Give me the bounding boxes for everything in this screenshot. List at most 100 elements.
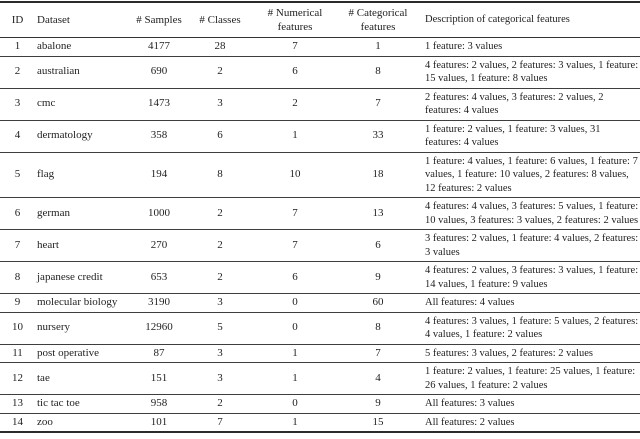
table-row: 10 nursery 12960 5 0 8 4 features: 3 val… [0,312,640,344]
cell-samples-count: 690 [150,65,168,78]
cell-classes-count: 2 [217,270,223,283]
cell-numerical-count: 0 [292,296,298,308]
cell-numerical-count: 0 [292,397,298,409]
table-row: 8 japanese credit 653 2 6 9 4 features: … [0,261,640,294]
cell-classes-count: 7 [217,415,223,428]
col-header-numerical-features: # Numerical features [252,2,338,38]
table-row: 3 cmc 1473 3 2 7 2 features: 4 values, 3… [0,88,640,120]
cell-id: 5 [14,168,21,180]
table-row: 9 molecular biology 3190 3 0 60 All feat… [0,293,640,313]
cell-categorical-count: 9 [375,397,381,409]
cell-dataset-name: nursery [37,321,70,334]
cell-samples-count: 4177 [148,40,170,52]
table-body: 1 abalone 4177 28 7 1 1 feature: 3 value… [0,37,640,433]
cell-samples-count: 151 [150,371,168,384]
cell-categorical-count: 4 [375,371,381,384]
cell-categorical-count: 8 [375,65,381,78]
table-row: 4 dermatology 358 6 1 33 1 feature: 2 va… [0,120,640,152]
cell-samples-count: 1473 [148,97,170,110]
cell-description: 1 feature: 2 values, 1 feature: 3 values… [425,123,601,149]
cell-dataset-name: cmc [37,97,56,110]
cell-description: All features: 3 values [425,398,515,409]
cell-numerical-count: 1 [292,346,298,359]
cell-categorical-count: 13 [372,206,384,219]
cell-dataset-name: heart [37,238,59,251]
cell-description: 5 features: 3 values, 2 features: 2 valu… [425,347,593,359]
table-row: 12 tae 151 3 1 4 1 feature: 2 values, 1 … [0,362,640,395]
cell-dataset-name: japanese credit [37,270,103,283]
table-row: 11 post operative 87 3 1 7 5 features: 3… [0,344,640,363]
cell-id: 13 [12,397,23,409]
cell-samples-count: 1000 [148,206,170,219]
cell-description: 4 features: 4 values, 3 features: 5 valu… [425,201,639,226]
cell-id: 6 [14,206,21,219]
cell-dataset-name: dermatology [37,129,93,142]
cell-categorical-count: 9 [375,270,381,283]
cell-numerical-count: 7 [292,40,298,52]
table-row: 13 tic tac toe 958 2 0 9 All features: 3… [0,394,640,414]
cell-numerical-count: 6 [292,65,298,78]
cell-classes-count: 3 [217,296,223,308]
cell-samples-count: 358 [150,129,168,142]
cell-dataset-name: molecular biology [37,296,118,308]
cell-samples-count: 101 [150,415,168,428]
col-header-categorical-features: # Categorical features [338,2,418,38]
cell-classes-count: 8 [217,168,223,180]
table-row: 7 heart 270 2 7 6 3 features: 2 values, … [0,229,640,262]
cell-id: 14 [12,415,23,428]
cell-id: 1 [14,40,21,52]
cell-description: All features: 4 values [425,297,515,308]
cell-samples-count: 3190 [148,296,170,308]
cell-numerical-count: 6 [292,270,298,283]
cell-categorical-count: 1 [375,40,381,52]
cell-classes-count: 3 [217,97,223,110]
cell-classes-count: 2 [217,65,223,78]
cell-numerical-count: 1 [292,415,298,428]
table-header: ID Dataset # Samples # Classes # Numeric… [0,2,640,38]
cell-categorical-count: 6 [375,238,381,251]
cell-dataset-name: german [37,206,70,219]
cell-description: 4 features: 3 values, 1 feature: 5 value… [425,315,639,341]
cell-classes-count: 2 [217,238,223,251]
cell-description: 4 features: 2 values, 2 features: 3 valu… [425,59,639,85]
cell-dataset-name: australian [37,65,80,78]
cell-dataset-name: tae [37,371,50,384]
cell-classes-count: 3 [217,346,223,359]
cell-description: 1 feature: 2 values, 1 feature: 25 value… [425,366,636,391]
cell-categorical-count: 33 [372,129,384,142]
table-row: 5 flag 194 8 10 18 1 feature: 4 values, … [0,152,640,198]
cell-numerical-count: 1 [292,129,298,142]
cell-id: 12 [12,371,23,384]
cell-id: 8 [14,270,21,283]
cell-numerical-count: 10 [289,168,301,180]
col-header-dataset: Dataset [35,2,130,38]
col-header-description: Description of categorical features [418,2,640,38]
cell-numerical-count: 7 [292,206,298,219]
cell-description: 2 features: 4 values, 3 features: 2 valu… [425,91,604,117]
cell-categorical-count: 60 [372,296,384,308]
cell-categorical-count: 7 [375,346,381,359]
cell-categorical-count: 15 [372,415,384,428]
cell-dataset-name: post operative [37,346,100,359]
cell-id: 4 [14,129,21,142]
cell-id: 7 [14,238,21,251]
table-row: 2 australian 690 2 6 8 4 features: 2 val… [0,56,640,88]
cell-dataset-name: flag [37,168,55,180]
cell-numerical-count: 7 [292,238,298,251]
cell-id: 9 [14,296,21,308]
cell-classes-count: 5 [217,321,223,334]
col-header-classes: # Classes [188,2,252,38]
cell-dataset-name: tic tac toe [37,397,80,409]
table-row: 1 abalone 4177 28 7 1 1 feature: 3 value… [0,37,640,57]
col-header-id: ID [0,2,35,38]
cell-dataset-name: zoo [37,415,53,428]
cell-numerical-count: 2 [292,97,298,110]
cell-dataset-name: abalone [37,40,72,52]
cell-samples-count: 12960 [145,321,173,334]
cell-classes-count: 2 [217,206,223,219]
table-row: 14 zoo 101 7 1 15 All features: 2 values [0,413,640,432]
cell-id: 11 [12,346,23,359]
cell-description: All features: 2 values [425,416,515,428]
